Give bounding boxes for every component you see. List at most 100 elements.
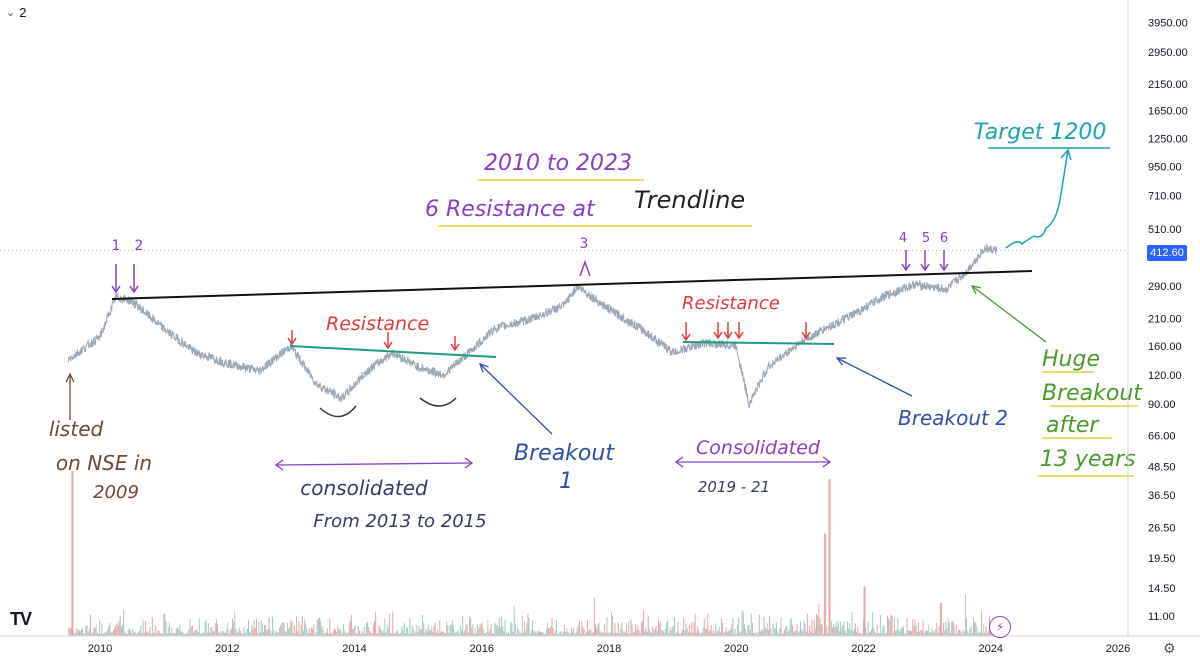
volume-bar — [582, 627, 584, 636]
gear-icon[interactable]: ⚙ — [1163, 640, 1176, 656]
volume-bar — [806, 613, 808, 636]
volume-bar — [430, 630, 432, 636]
volume-bar — [592, 632, 594, 636]
volume-bar — [300, 624, 302, 636]
volume-bar — [185, 633, 187, 636]
volume-bar — [83, 633, 85, 636]
volume-bar — [519, 632, 521, 636]
volume-bar — [408, 633, 410, 636]
volume-bar — [97, 633, 99, 636]
volume-bar — [134, 631, 136, 636]
volume-bar — [819, 617, 821, 636]
volume-bar — [548, 627, 550, 636]
volume-bar — [688, 625, 690, 636]
volume-bar — [272, 616, 274, 636]
volume-bar — [627, 633, 629, 636]
volume-bar — [706, 628, 708, 636]
volume-bar — [396, 630, 398, 636]
volume-bar — [696, 626, 698, 636]
volume-bar — [804, 623, 806, 636]
volume-bar — [795, 630, 797, 636]
volume-bar — [103, 633, 105, 636]
x-tick-label: 2024 — [979, 643, 1003, 655]
volume-bar — [797, 632, 799, 636]
volume-bar — [959, 630, 961, 636]
y-tick-label: 1250.00 — [1148, 134, 1188, 146]
volume-bar — [599, 630, 601, 636]
volume-bar — [479, 626, 481, 636]
volume-bar — [331, 633, 333, 636]
consolidated-right-head-r — [822, 456, 832, 468]
volume-bar — [664, 628, 666, 636]
volume-bar — [206, 632, 208, 636]
volume-bar — [284, 631, 286, 636]
volume-bar — [880, 614, 882, 636]
volume-bar — [679, 633, 681, 636]
volume-bar — [715, 623, 717, 636]
volume-bar — [70, 628, 72, 636]
volume-bar — [399, 633, 401, 636]
volume-bar — [942, 632, 944, 636]
chart-toolbar: ⌄ 2 — [6, 5, 26, 20]
target-label: Target 1200 — [974, 120, 1107, 145]
volume-bar — [780, 617, 782, 636]
volume-bar — [131, 633, 133, 636]
volume-bar — [556, 619, 558, 636]
chevron-down-icon[interactable]: ⌄ — [6, 7, 16, 19]
volume-bar — [230, 628, 232, 636]
volume-bar — [136, 633, 138, 636]
volume-bar — [465, 623, 467, 636]
volume-bar — [800, 621, 802, 636]
volume-bar — [443, 632, 445, 636]
volume-bar — [278, 627, 280, 636]
volume-bar — [632, 632, 634, 636]
volume-bar — [869, 632, 871, 636]
volume-bar — [535, 630, 537, 636]
volume-bar — [779, 628, 781, 636]
volume-bar — [850, 629, 852, 636]
volume-bar — [461, 629, 463, 636]
volume-bar — [130, 630, 132, 636]
volume-bar — [727, 630, 729, 636]
volume-bar — [911, 631, 913, 636]
volume-bar — [669, 627, 671, 636]
volume-bar — [517, 628, 519, 636]
volume-bar — [584, 633, 586, 636]
volume-bar — [667, 620, 669, 636]
volume-bar — [603, 632, 605, 636]
volume-bar — [731, 623, 733, 636]
volume-bar — [125, 633, 127, 636]
indicator-count[interactable]: 2 — [19, 5, 27, 20]
flash-icon[interactable]: ⚡ — [989, 616, 1011, 638]
volume-bar — [462, 615, 464, 636]
volume-bar — [640, 621, 642, 636]
volume-bar — [222, 631, 224, 636]
y-tick-label: 120.00 — [1148, 370, 1182, 382]
volume-bar — [676, 631, 678, 636]
volume-bar — [660, 621, 662, 636]
volume-bar — [478, 628, 480, 636]
volume-bar — [294, 633, 296, 636]
volume-bar — [269, 629, 271, 636]
volume-bar — [914, 620, 916, 636]
y-tick-label: 14.50 — [1148, 583, 1176, 595]
volume-bar — [856, 631, 858, 636]
volume-bar — [288, 628, 290, 636]
volume-bar — [935, 628, 937, 636]
volume-bar — [491, 633, 493, 636]
volume-bar — [171, 627, 173, 636]
volume-bar — [280, 625, 282, 636]
volume-bar — [401, 626, 403, 636]
volume-bar — [710, 625, 712, 636]
volume-bar — [156, 633, 158, 636]
volume-bar — [929, 632, 931, 636]
volume-bar — [782, 632, 784, 636]
volume-bar — [562, 631, 564, 636]
volume-bar — [412, 629, 414, 636]
volume-bar — [488, 631, 490, 636]
volume-bar — [793, 632, 795, 636]
volume-bar — [552, 628, 554, 636]
volume-bar — [235, 628, 237, 636]
volume-bar — [336, 631, 338, 636]
